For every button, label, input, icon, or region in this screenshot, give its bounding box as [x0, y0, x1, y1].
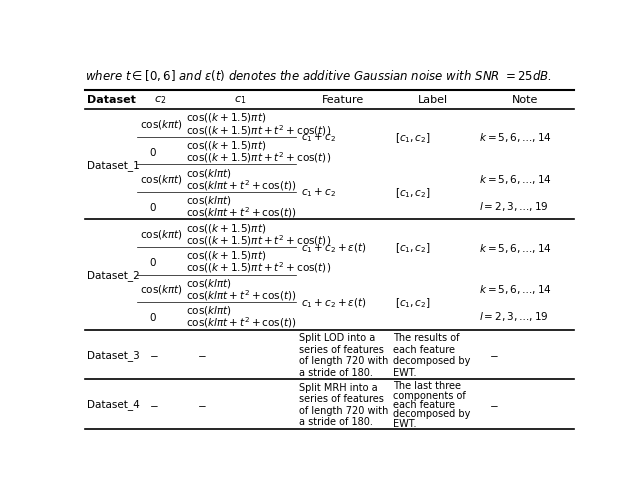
Text: $\cos(kl\pi t + t^2 + \cos(t))$: $\cos(kl\pi t + t^2 + \cos(t))$	[186, 287, 296, 302]
Text: EWT.: EWT.	[394, 418, 417, 427]
Text: $[c_1, c_2]$: $[c_1, c_2]$	[395, 185, 431, 200]
Text: series of features: series of features	[300, 344, 384, 354]
Text: $\cos(k\pi t)$: $\cos(k\pi t)$	[140, 117, 182, 130]
Text: $l = 2, 3, \ldots, 19$: $l = 2, 3, \ldots, 19$	[479, 200, 549, 213]
Text: $\cos(k\pi t)$: $\cos(k\pi t)$	[140, 227, 182, 240]
Text: $[c_1, c_2]$: $[c_1, c_2]$	[395, 131, 431, 144]
Text: $-$: $-$	[196, 350, 206, 360]
Text: a stride of 180.: a stride of 180.	[300, 367, 373, 377]
Text: $\cos(kl\pi t)$: $\cos(kl\pi t)$	[186, 304, 232, 317]
Text: $\cos((k+1.5)\pi t)$: $\cos((k+1.5)\pi t)$	[186, 111, 266, 124]
Text: $c_1 + c_2$: $c_1 + c_2$	[301, 131, 335, 144]
Text: $0$: $0$	[150, 200, 157, 212]
Text: $l = 2, 3, \ldots, 19$: $l = 2, 3, \ldots, 19$	[479, 310, 549, 323]
Text: $\cos(k\pi t)$: $\cos(k\pi t)$	[140, 172, 182, 185]
Text: $k = 5, 6, \ldots, 14$: $k = 5, 6, \ldots, 14$	[479, 131, 552, 144]
Text: Feature: Feature	[322, 95, 364, 105]
Text: $\cos(kl\pi t)$: $\cos(kl\pi t)$	[186, 194, 232, 207]
Text: Label: Label	[419, 95, 449, 105]
Text: $[c_1, c_2]$: $[c_1, c_2]$	[395, 296, 431, 309]
Text: $-$: $-$	[489, 399, 499, 409]
Text: $\cos(kl\pi t + t^2 + \cos(t))$: $\cos(kl\pi t + t^2 + \cos(t))$	[186, 205, 296, 220]
Text: $0$: $0$	[150, 310, 157, 322]
Text: $[c_1, c_2]$: $[c_1, c_2]$	[395, 241, 431, 254]
Text: $\cos(kl\pi t)$: $\cos(kl\pi t)$	[186, 276, 232, 289]
Text: $-$: $-$	[489, 350, 499, 360]
Text: $-$: $-$	[196, 399, 206, 409]
Text: Dataset_4: Dataset_4	[88, 399, 140, 409]
Text: of length 720 with: of length 720 with	[300, 355, 388, 366]
Text: $-$: $-$	[150, 399, 159, 409]
Text: $k = 5, 6, \ldots, 14$: $k = 5, 6, \ldots, 14$	[479, 172, 552, 185]
Text: each feature: each feature	[394, 399, 456, 409]
Text: $\cos((k+1.5)\pi t)$: $\cos((k+1.5)\pi t)$	[186, 221, 266, 234]
Text: $\cos((k+1.5)\pi t + t^2 + \cos(t))$: $\cos((k+1.5)\pi t + t^2 + \cos(t))$	[186, 150, 331, 165]
Text: $\cos((k+1.5)\pi t + t^2 + \cos(t))$: $\cos((k+1.5)\pi t + t^2 + \cos(t))$	[186, 122, 331, 137]
Text: Dataset_1: Dataset_1	[88, 160, 140, 170]
Text: $\cos((k+1.5)\pi t + t^2 + \cos(t))$: $\cos((k+1.5)\pi t + t^2 + \cos(t))$	[186, 260, 331, 275]
Text: of length 720 with: of length 720 with	[300, 405, 388, 415]
Text: $\cos((k+1.5)\pi t + t^2 + \cos(t))$: $\cos((k+1.5)\pi t + t^2 + \cos(t))$	[186, 232, 331, 247]
Text: $\cos((k+1.5)\pi t)$: $\cos((k+1.5)\pi t)$	[186, 139, 266, 152]
Text: $\cos((k+1.5)\pi t)$: $\cos((k+1.5)\pi t)$	[186, 249, 266, 262]
Text: $c_1 + c_2 + \varepsilon(t)$: $c_1 + c_2 + \varepsilon(t)$	[301, 241, 366, 254]
Text: $\cos(kl\pi t + t^2 + \cos(t))$: $\cos(kl\pi t + t^2 + \cos(t))$	[186, 178, 296, 192]
Text: Dataset: Dataset	[86, 95, 136, 105]
Text: $c_1 + c_2$: $c_1 + c_2$	[301, 186, 335, 199]
Text: Note: Note	[512, 95, 538, 105]
Text: where $t \in [0, 6]$ and $\varepsilon(t)$ denotes the additive Gaussian noise wi: where $t \in [0, 6]$ and $\varepsilon(t)…	[85, 68, 552, 83]
Text: a stride of 180.: a stride of 180.	[300, 416, 373, 426]
Text: $\cos(kl\pi t + t^2 + \cos(t))$: $\cos(kl\pi t + t^2 + \cos(t))$	[186, 315, 296, 330]
Text: $c_1$: $c_1$	[234, 94, 246, 106]
Text: $\cos(k\pi t)$: $\cos(k\pi t)$	[140, 283, 182, 295]
Text: decomposed by: decomposed by	[394, 355, 471, 366]
Text: $c_2$: $c_2$	[154, 94, 167, 106]
Text: Dataset_3: Dataset_3	[88, 349, 140, 360]
Text: series of features: series of features	[300, 393, 384, 403]
Text: $-$: $-$	[150, 350, 159, 360]
Text: The results of: The results of	[394, 332, 460, 343]
Text: $0$: $0$	[150, 255, 157, 267]
Text: $k = 5, 6, \ldots, 14$: $k = 5, 6, \ldots, 14$	[479, 283, 552, 295]
Text: The last three: The last three	[394, 381, 461, 390]
Text: components of: components of	[394, 390, 466, 400]
Text: EWT.: EWT.	[394, 367, 417, 377]
Text: decomposed by: decomposed by	[394, 408, 471, 418]
Text: Split LOD into a: Split LOD into a	[300, 332, 376, 343]
Text: Dataset_2: Dataset_2	[88, 269, 140, 281]
Text: $c_1 + c_2 + \varepsilon(t)$: $c_1 + c_2 + \varepsilon(t)$	[301, 296, 366, 309]
Text: each feature: each feature	[394, 344, 456, 354]
Text: $\cos(kl\pi t)$: $\cos(kl\pi t)$	[186, 166, 232, 179]
Text: $k = 5, 6, \ldots, 14$: $k = 5, 6, \ldots, 14$	[479, 241, 552, 254]
Text: $0$: $0$	[150, 145, 157, 157]
Text: Split MRH into a: Split MRH into a	[300, 382, 378, 392]
